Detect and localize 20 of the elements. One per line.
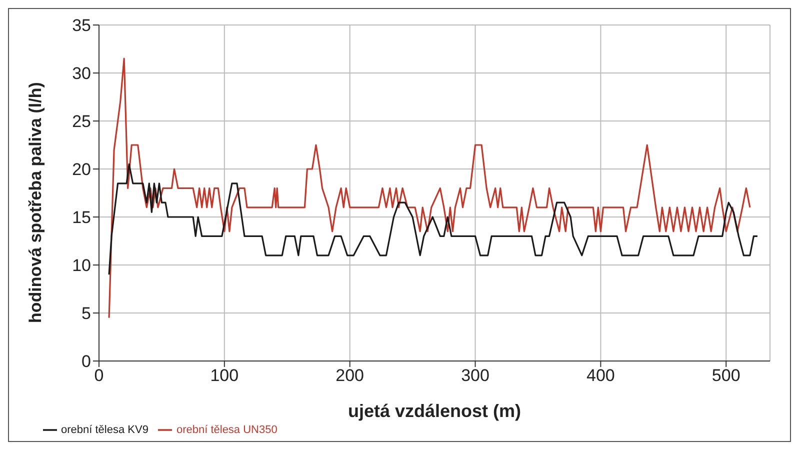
x-tick-label: 500: [712, 366, 740, 386]
y-axis-title: hodinová spotřeba paliva (l/h): [26, 82, 46, 323]
x-tick-label: 0: [94, 366, 104, 386]
y-tick-label: 0: [82, 352, 91, 372]
y-tick-label: 15: [72, 208, 91, 228]
y-tick-label: 10: [72, 256, 91, 276]
x-tick-label: 400: [586, 366, 615, 386]
line-series: [108, 163, 758, 276]
x-axis-title: ujetá vzdálenost (m): [348, 401, 522, 421]
y-tick-label: 5: [82, 304, 91, 324]
y-tick-label: 35: [72, 16, 91, 36]
y-tick-label: 25: [72, 112, 91, 132]
x-tick-label: 200: [336, 366, 364, 386]
legend-label: orební tělesa UN350: [176, 424, 278, 436]
legend-label: orební tělesa KV9: [61, 424, 148, 436]
x-tick-label: 100: [210, 366, 239, 386]
line-series: [108, 58, 751, 319]
y-tick-label: 30: [72, 64, 91, 84]
y-tick-label: 20: [72, 160, 91, 180]
x-tick-label: 300: [461, 366, 490, 386]
